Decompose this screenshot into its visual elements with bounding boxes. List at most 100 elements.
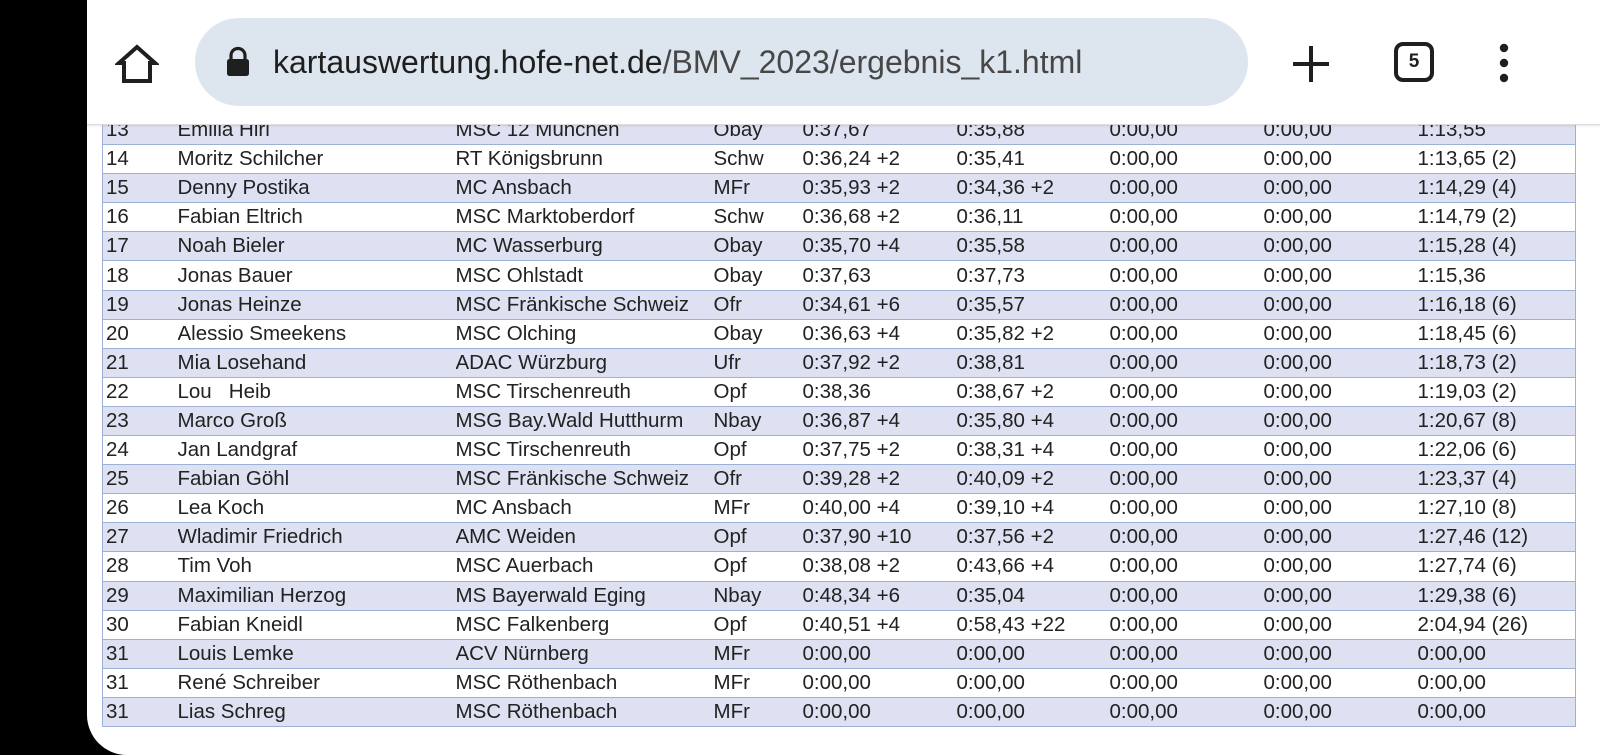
cell-club: MS Bayerwald Eging: [455, 581, 714, 611]
cell-run-4-time: 0:00,00: [1263, 522, 1418, 553]
cell-run-3-time: 0:00,00: [1109, 348, 1264, 378]
cell-total-time: 2:04,94 (26): [1417, 610, 1576, 640]
table-row: 20 Alessio Smeekens MSC Olching Obay 0:36,63…: [102, 319, 1576, 349]
cell-total-time: 1:27,74 (6): [1417, 551, 1576, 582]
more-vert-icon[interactable]: [1492, 42, 1516, 84]
cell-run-4-time: 0:00,00: [1263, 551, 1418, 582]
home-icon: [115, 44, 159, 83]
cell-run-1-time: 0:38,36: [802, 377, 957, 407]
cell-run-4-time: 0:00,00: [1263, 319, 1418, 349]
cell-driver-name: Fabian Kneidl: [177, 610, 456, 640]
cell-driver-name: Jonas Heinze: [177, 290, 456, 320]
cell-run-1-time: 0:34,61 +6: [802, 290, 957, 320]
table-row: 21 Mia Losehand ADAC Würzburg Ufr 0:37,92 +2…: [102, 348, 1576, 378]
table-row: 25 Fabian Göhl MSC Fränkische Schweiz Ofr 0:…: [102, 464, 1576, 495]
cell-driver-name: Louis Lemke: [177, 639, 456, 669]
cell-run-2-time: 0:38,31 +4: [956, 435, 1110, 466]
cell-run-2-time: 0:40,09 +2: [956, 464, 1110, 495]
cell-rank: 15: [102, 173, 178, 204]
tab-count: 5: [1408, 51, 1420, 72]
cell-club: MSC Tirschenreuth: [455, 377, 714, 407]
cell-total-time: 1:27,10 (8): [1417, 493, 1576, 524]
cell-run-2-time: 0:00,00: [956, 639, 1110, 669]
cell-club: MSC Auerbach: [455, 551, 714, 582]
cell-run-4-time: 0:00,00: [1263, 173, 1418, 204]
cell-total-time: 1:13,65 (2): [1417, 144, 1576, 175]
url-host: kartauswertung.hofe-net.de: [273, 44, 663, 80]
cell-run-3-time: 0:00,00: [1109, 493, 1264, 524]
cell-run-1-time: 0:36,87 +4: [802, 406, 957, 437]
home-button[interactable]: [111, 38, 163, 90]
cell-run-1-time: 0:37,75 +2: [802, 435, 957, 466]
table-row: 17 Noah Bieler MC Wasserburg Obay 0:35,70 +4…: [102, 231, 1576, 262]
page-content[interactable]: 13 Emilia Hirl MSC 12 München Obay 0:37,67 0:…: [87, 110, 1600, 755]
cell-run-3-time: 0:00,00: [1109, 231, 1264, 262]
tab-switcher-button[interactable]: 5: [1394, 42, 1434, 82]
cell-run-1-time: 0:35,70 +4: [802, 231, 957, 262]
cell-total-time: 1:29,38 (6): [1417, 581, 1576, 611]
new-tab-button[interactable]: [1287, 40, 1335, 88]
cell-club: AMC Weiden: [455, 522, 714, 553]
cell-driver-name: Fabian Eltrich: [177, 202, 456, 233]
cell-region: Ofr: [713, 464, 803, 495]
table-row: 31 René Schreiber MSC Röthenbach MFr 0:00,00…: [102, 668, 1576, 698]
cell-region: Opf: [713, 522, 803, 553]
cell-region: Obay: [713, 319, 803, 349]
cell-total-time: 1:23,37 (4): [1417, 464, 1576, 495]
cell-run-2-time: 0:00,00: [956, 697, 1110, 727]
cell-club: MSC Fränkische Schweiz: [455, 464, 714, 495]
cell-total-time: 1:18,73 (2): [1417, 348, 1576, 378]
table-row: 31 Lias Schreg MSC Röthenbach MFr 0:00,00 0:0…: [102, 697, 1576, 727]
cell-run-2-time: 0:35,41: [956, 144, 1110, 175]
cell-run-1-time: 0:00,00: [802, 697, 957, 727]
cell-run-4-time: 0:00,00: [1263, 144, 1418, 175]
cell-run-2-time: 0:37,73: [956, 260, 1110, 291]
cell-total-time: 1:16,18 (6): [1417, 290, 1576, 320]
cell-total-time: 1:14,29 (4): [1417, 173, 1576, 204]
cell-region: MFr: [713, 697, 803, 727]
cell-region: MFr: [713, 639, 803, 669]
cell-run-2-time: 0:36,11: [956, 202, 1110, 233]
cell-run-4-time: 0:00,00: [1263, 290, 1418, 320]
cell-total-time: 1:19,03 (2): [1417, 377, 1576, 407]
table-row: 28 Tim Voh MSC Auerbach Opf 0:38,08 +2 0:43,6…: [102, 551, 1576, 582]
cell-rank: 21: [102, 348, 178, 378]
cell-driver-name: Tim Voh: [177, 551, 456, 582]
cell-total-time: 1:15,28 (4): [1417, 231, 1576, 262]
address-bar[interactable]: kartauswertung.hofe-net.de/BMV_2023/erge…: [195, 18, 1248, 106]
cell-region: Obay: [713, 231, 803, 262]
table-row: 22 Lou Heib MSC Tirschenreuth Opf 0:38,36 0:3…: [102, 377, 1576, 407]
cell-total-time: 1:14,79 (2): [1417, 202, 1576, 233]
cell-run-4-time: 0:00,00: [1263, 581, 1418, 611]
table-row: 31 Louis Lemke ACV Nürnberg MFr 0:00,00 0:00,…: [102, 639, 1576, 669]
cell-driver-name: Wladimir Friedrich: [177, 522, 456, 553]
cell-region: Opf: [713, 377, 803, 407]
plus-icon: [1293, 46, 1329, 82]
cell-run-1-time: 0:36,68 +2: [802, 202, 957, 233]
cell-club: MC Wasserburg: [455, 231, 714, 262]
cell-club: MSC Tirschenreuth: [455, 435, 714, 466]
cell-run-2-time: 0:58,43 +22: [956, 610, 1110, 640]
cell-run-3-time: 0:00,00: [1109, 697, 1264, 727]
cell-run-3-time: 0:00,00: [1109, 319, 1264, 349]
cell-club: MSC Ohlstadt: [455, 260, 714, 291]
cell-region: Schw: [713, 202, 803, 233]
cell-club: ADAC Würzburg: [455, 348, 714, 378]
cell-run-4-time: 0:00,00: [1263, 639, 1418, 669]
cell-run-4-time: 0:00,00: [1263, 668, 1418, 698]
cell-run-3-time: 0:00,00: [1109, 290, 1264, 320]
table-row: 18 Jonas Bauer MSC Ohlstadt Obay 0:37,63 0:37…: [102, 260, 1576, 291]
cell-run-3-time: 0:00,00: [1109, 522, 1264, 553]
cell-club: RT Königsbrunn: [455, 144, 714, 175]
cell-run-4-time: 0:00,00: [1263, 231, 1418, 262]
cell-run-2-time: 0:34,36 +2: [956, 173, 1110, 204]
cell-driver-name: René Schreiber: [177, 668, 456, 698]
cell-run-1-time: 0:37,92 +2: [802, 348, 957, 378]
table-row: 14 Moritz Schilcher RT Königsbrunn Schw 0:36…: [102, 144, 1576, 175]
cell-driver-name: Noah Bieler: [177, 231, 456, 262]
cell-run-4-time: 0:00,00: [1263, 406, 1418, 437]
cell-driver-name: Alessio Smeekens: [177, 319, 456, 349]
cell-rank: 23: [102, 406, 178, 437]
cell-driver-name: Mia Losehand: [177, 348, 456, 378]
cell-region: Opf: [713, 551, 803, 582]
